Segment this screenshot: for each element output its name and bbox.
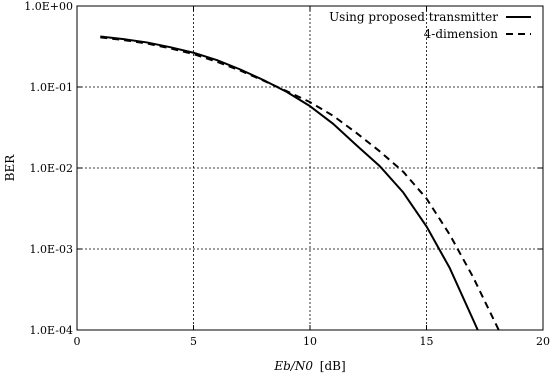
series-line-2 — [100, 36, 500, 331]
y-tick-label: 1.0E-01 — [30, 81, 73, 94]
grid-lines — [77, 6, 543, 330]
y-axis-title: BER — [3, 154, 17, 182]
x-tick-label: 10 — [303, 335, 317, 348]
x-tick-label: 0 — [74, 335, 81, 348]
axis-ticks: 0 5 10 15 20 1.0E+00 1.0E-01 1.0E-02 1.0E-03 1.0E… — [24, 0, 550, 348]
legend-label-1: Using proposed transmitter — [329, 10, 498, 24]
series-group — [100, 35, 500, 331]
x-axis-title-unit: [dB] — [320, 359, 346, 373]
legend-label-2: 4-dimension — [424, 27, 499, 41]
series-line-1 — [100, 35, 479, 331]
y-tick-label: 1.0E-02 — [30, 162, 73, 175]
x-tick-label: 5 — [190, 335, 197, 348]
x-tick-label: 20 — [536, 335, 550, 348]
y-tick-label: 1.0E-04 — [30, 324, 73, 337]
y-tick-label: 1.0E+00 — [24, 0, 73, 13]
x-tick-label: 15 — [420, 335, 434, 348]
y-tick-label: 1.0E-03 — [30, 243, 73, 256]
legend: Using proposed transmitter 4-dimension — [329, 10, 531, 41]
x-axis-title-main: Eb/N0 — [273, 359, 313, 373]
x-axis-title: Eb/N0 [dB] — [273, 359, 345, 373]
